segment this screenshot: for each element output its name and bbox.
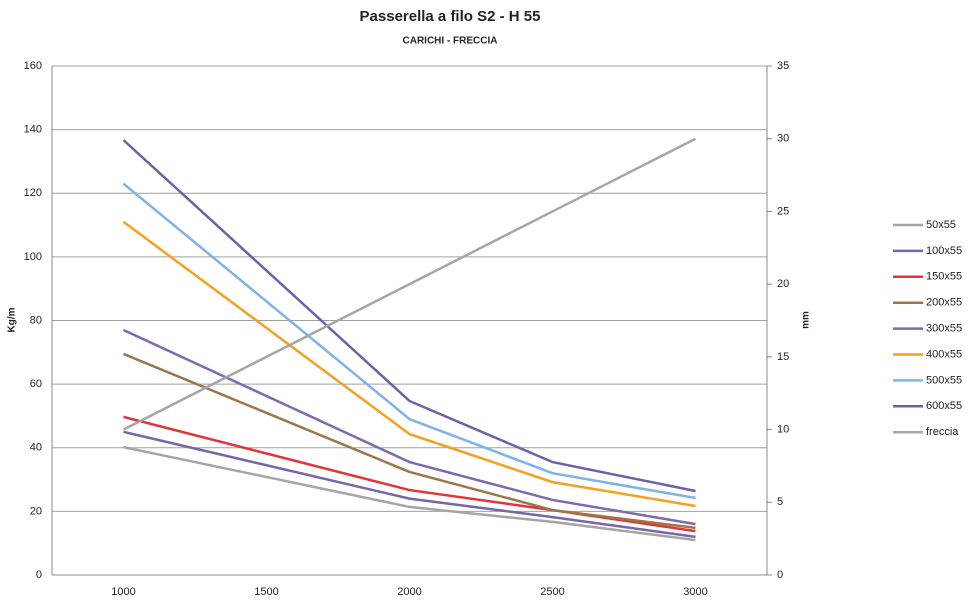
y-tick-label: 140 <box>24 124 42 136</box>
y2-tick-label: 10 <box>777 423 789 435</box>
y-tick-label: 100 <box>24 251 42 263</box>
y2-tick-label: 0 <box>777 569 783 581</box>
y2-tick-label: 25 <box>777 205 789 217</box>
y2-tick-label: 35 <box>777 60 789 72</box>
legend-label: freccia <box>926 426 959 438</box>
chart-title: Passerella a filo S2 - H 55 <box>360 8 541 25</box>
series-line <box>122 137 697 431</box>
series-line <box>123 445 696 542</box>
y-tick-label: 20 <box>30 505 42 517</box>
y2-tick-label: 15 <box>777 351 789 363</box>
series-line <box>122 328 696 526</box>
series-line <box>122 220 696 508</box>
y2-tick-label: 20 <box>777 278 789 290</box>
y-axis-label: Kg/m <box>7 307 18 332</box>
y2-tick-label: 5 <box>777 496 783 508</box>
series-line <box>123 415 696 533</box>
series-line <box>122 139 696 493</box>
y-tick-label: 0 <box>36 569 42 581</box>
x-tick-label: 3000 <box>683 586 707 598</box>
y-tick-label: 160 <box>24 60 42 72</box>
legend-label: 50x55 <box>926 219 956 231</box>
series-line <box>123 430 696 539</box>
y-tick-label: 40 <box>30 442 42 454</box>
x-tick-label: 1500 <box>254 586 278 598</box>
legend-label: 400x55 <box>926 348 962 360</box>
chart-subtitle: CARICHI - FRECCIA <box>403 36 498 47</box>
legend-label: 150x55 <box>926 271 962 283</box>
series-line <box>123 352 696 530</box>
legend-label: 200x55 <box>926 297 962 309</box>
y-tick-label: 120 <box>24 187 42 199</box>
legend-label: 300x55 <box>926 323 962 335</box>
x-tick-label: 2000 <box>397 586 421 598</box>
legend-label: 500x55 <box>926 374 962 386</box>
legend-label: 600x55 <box>926 400 962 412</box>
legend-label: 100x55 <box>926 245 962 257</box>
x-tick-label: 1000 <box>111 586 135 598</box>
y-tick-label: 60 <box>30 378 42 390</box>
y2-axis-label: mm <box>801 311 812 329</box>
series-line <box>122 182 696 500</box>
x-tick-label: 2500 <box>540 586 564 598</box>
y-tick-label: 80 <box>30 314 42 326</box>
y2-tick-label: 30 <box>777 133 789 145</box>
